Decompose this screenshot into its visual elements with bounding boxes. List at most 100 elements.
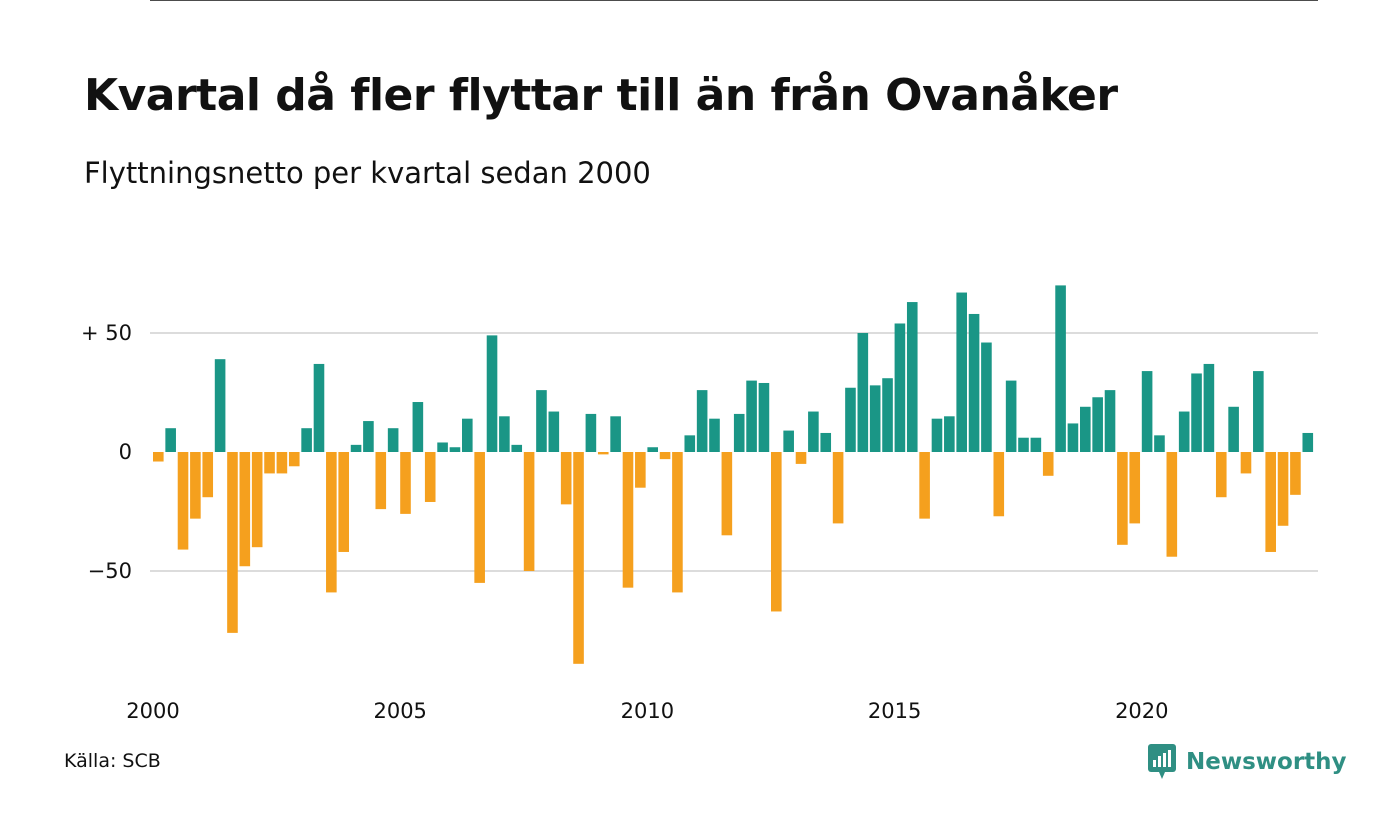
bar <box>486 335 498 452</box>
bar <box>1005 380 1017 452</box>
bar <box>202 452 214 498</box>
bar <box>808 411 819 452</box>
newsworthy-logo-icon <box>1148 744 1176 779</box>
bar <box>894 323 906 452</box>
bar <box>239 452 251 567</box>
bar <box>981 342 992 452</box>
bar <box>288 452 300 467</box>
bar <box>968 313 980 452</box>
bar <box>1018 437 1029 452</box>
bar <box>820 432 832 452</box>
bar <box>400 452 411 514</box>
bar <box>1104 390 1116 452</box>
bar <box>1055 285 1066 452</box>
bar <box>758 382 770 452</box>
newsworthy-logo: Newsworthy <box>1148 744 1347 780</box>
source-note: Källa: SCB <box>64 750 161 772</box>
bar <box>227 452 238 633</box>
bar <box>857 333 869 452</box>
bar <box>560 452 572 505</box>
bar <box>832 452 844 524</box>
bar <box>622 452 634 588</box>
bar <box>1290 452 1301 495</box>
bar <box>869 385 881 452</box>
bar <box>956 292 967 452</box>
bar <box>931 418 943 452</box>
bar <box>1030 437 1042 452</box>
bar <box>709 418 720 452</box>
bar <box>412 402 424 452</box>
y-tick-label: + 50 <box>81 321 132 345</box>
bar <box>721 452 733 536</box>
bar-chart: + 50 0 −50 2000 2005 2010 2015 2020 <box>81 0 1318 723</box>
bar <box>944 416 955 452</box>
bar <box>177 452 189 550</box>
bar <box>597 452 609 455</box>
bar <box>1228 406 1239 452</box>
bar <box>1302 432 1314 452</box>
bar <box>1129 452 1141 524</box>
y-axis-ticks: + 50 0 −50 <box>81 321 132 583</box>
bar <box>585 413 597 452</box>
bar <box>1265 452 1276 552</box>
logo-text: Newsworthy <box>1186 749 1347 775</box>
bar <box>1253 371 1264 452</box>
bar <box>783 430 794 452</box>
bar <box>746 380 757 452</box>
bar <box>696 390 708 452</box>
bar <box>251 452 263 548</box>
bar <box>437 442 448 452</box>
bar <box>548 411 560 452</box>
bar <box>153 452 164 462</box>
bar <box>1080 406 1091 452</box>
bars <box>153 285 1314 664</box>
bar <box>424 452 436 502</box>
bar <box>523 452 535 571</box>
bar <box>1092 397 1103 452</box>
x-tick-label: 2005 <box>373 699 426 723</box>
x-axis-ticks: 2000 2005 2010 2015 2020 <box>126 699 1168 723</box>
y-tick-label: 0 <box>119 440 132 464</box>
bar <box>635 452 646 488</box>
bar <box>511 444 523 452</box>
x-tick-label: 2010 <box>621 699 674 723</box>
bar <box>462 418 473 452</box>
bar <box>301 428 312 452</box>
bar <box>313 363 325 452</box>
bar <box>672 452 683 593</box>
bar <box>326 452 337 593</box>
bar <box>363 421 374 452</box>
bar <box>1191 373 1202 452</box>
bar <box>1166 452 1178 557</box>
chart-subtitle: Flyttningsnetto per kvartal sedan 2000 <box>84 156 651 190</box>
bar <box>165 428 176 452</box>
bar <box>338 452 349 552</box>
bar <box>375 452 387 510</box>
bar <box>1141 371 1153 452</box>
bar <box>1215 452 1227 498</box>
bar <box>350 444 362 452</box>
x-tick-label: 2000 <box>126 699 179 723</box>
bar <box>190 452 201 519</box>
bar <box>1203 363 1215 452</box>
y-tick-label: −50 <box>88 559 132 583</box>
bar <box>771 452 782 612</box>
bar <box>906 302 918 452</box>
bar <box>733 413 745 452</box>
bar <box>845 387 856 452</box>
bar <box>474 452 485 583</box>
bar <box>1067 423 1079 452</box>
bar <box>610 416 621 452</box>
bar <box>449 447 461 452</box>
grid-lines <box>150 332 1318 572</box>
bar <box>1154 435 1165 452</box>
bar <box>264 452 275 474</box>
bar <box>882 378 893 452</box>
x-tick-label: 2020 <box>1115 699 1168 723</box>
bar <box>684 435 696 452</box>
bar <box>536 390 547 452</box>
bar <box>276 452 288 474</box>
x-tick-label: 2015 <box>868 699 921 723</box>
bar <box>1117 452 1128 545</box>
bar <box>993 452 1005 517</box>
